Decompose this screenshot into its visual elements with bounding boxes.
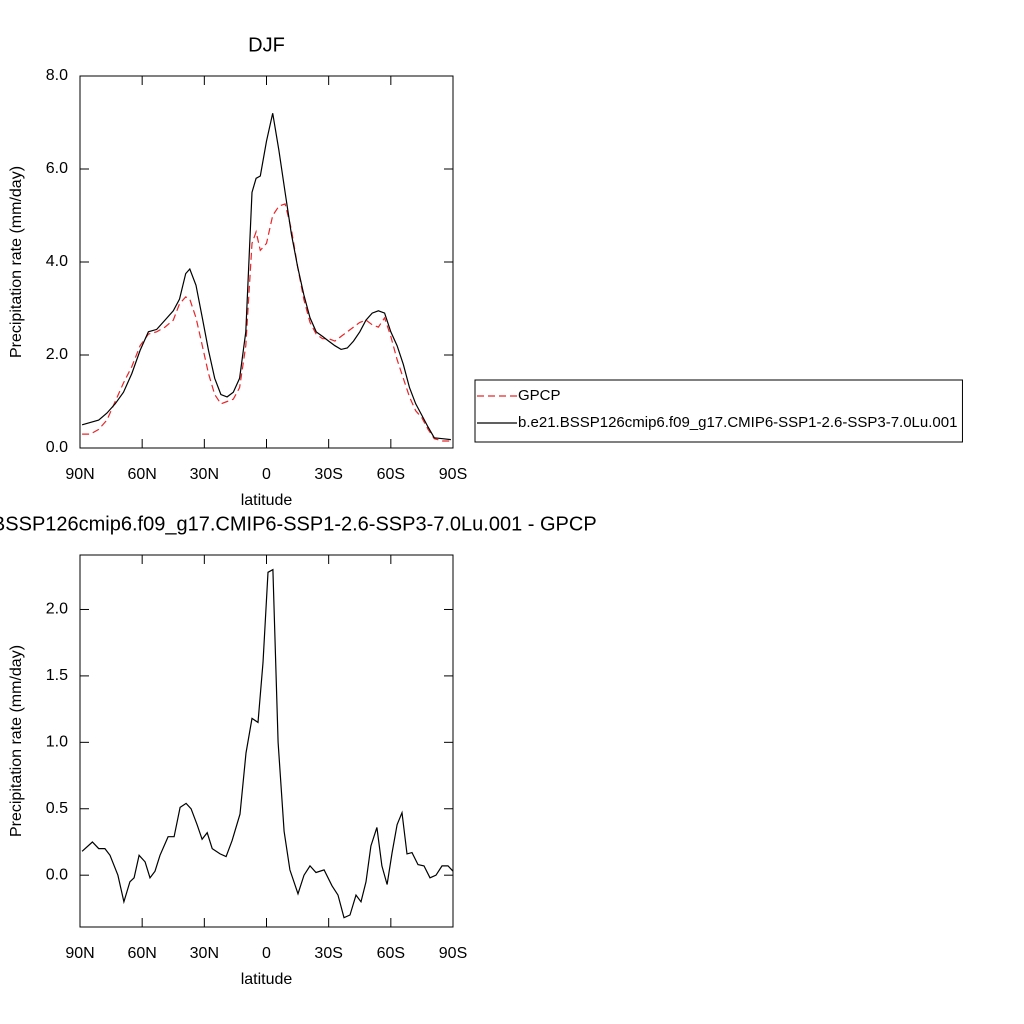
legend-label: GPCP: [518, 387, 561, 404]
x-tick-label: 0: [262, 945, 271, 962]
x-tick-label: 90N: [65, 466, 94, 483]
x-tick-label: 60N: [127, 945, 156, 962]
legend: GPCP b.e21.BSSP126cmip6.f09_g17.CMIP6-SSP…: [474, 379, 963, 443]
legend-frame: [474, 379, 963, 443]
y-axis-label: Precipitation rate (mm/day): [8, 645, 25, 837]
x-tick-label: 60S: [377, 945, 405, 962]
y-axis-label: Precipitation rate (mm/day): [8, 166, 25, 358]
y-tick-label: 0.0: [46, 439, 68, 456]
y-tick-label: 2.0: [46, 346, 68, 363]
y-tick-label: 8.0: [46, 67, 68, 84]
y-tick-label: 1.0: [46, 734, 68, 751]
x-tick-label: 30N: [190, 945, 219, 962]
x-tick-label: 30S: [314, 466, 342, 483]
y-tick-label: 0.5: [46, 800, 68, 817]
x-tick-label: 60N: [127, 466, 156, 483]
plot-frame: [79, 75, 454, 449]
x-tick-label: 30S: [314, 945, 342, 962]
chart-title: b.e21.BSSP126cmip6.f09_g17.CMIP6-SSP1-2.…: [0, 513, 597, 535]
x-tick-label: 30N: [190, 466, 219, 483]
x-axis-label: latitude: [241, 971, 293, 988]
x-tick-label: 90S: [439, 466, 467, 483]
y-tick-label: 6.0: [46, 160, 68, 177]
y-tick-label: 1.5: [46, 667, 68, 684]
data-line: [82, 203, 451, 442]
x-tick-label: 90S: [439, 945, 467, 962]
x-tick-label: 60S: [377, 466, 405, 483]
x-tick-label: 0: [262, 466, 271, 483]
legend-label: b.e21.BSSP126cmip6.f09_g17.CMIP6-SSP1-2.…: [518, 414, 957, 431]
y-tick-label: 4.0: [46, 253, 68, 270]
plot-frame: [79, 554, 454, 928]
chart-title: DJF: [248, 34, 285, 56]
x-tick-label: 90N: [65, 945, 94, 962]
data-line: [81, 568, 454, 919]
data-line: [81, 113, 451, 441]
x-axis-label: latitude: [241, 492, 293, 509]
y-tick-label: 2.0: [46, 601, 68, 618]
y-tick-label: 0.0: [46, 866, 68, 883]
